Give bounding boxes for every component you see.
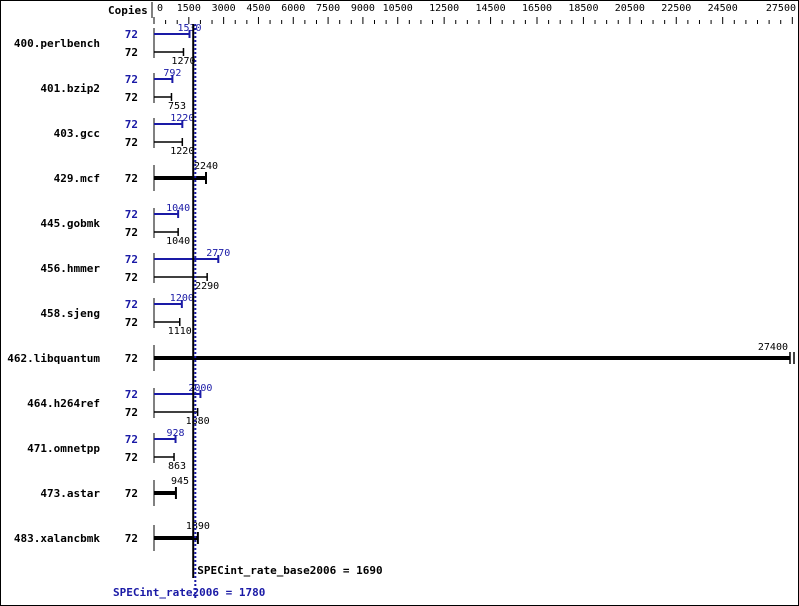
axis-header: Copies [108, 4, 148, 17]
benchmark-label: 464.h264ref [27, 397, 100, 410]
benchmark-label: 473.astar [40, 487, 100, 500]
peak-copies: 72 [125, 28, 138, 41]
base-copies: 72 [125, 172, 138, 185]
peak-value-label: 2770 [206, 248, 230, 259]
peak-value-label: 792 [163, 68, 181, 79]
benchmark-label: 456.hmmer [40, 262, 100, 275]
base-copies: 72 [125, 91, 138, 104]
base-value-label: 945 [171, 476, 189, 487]
x-tick-label: 16500 [522, 3, 552, 14]
x-tick-label: 27500 [766, 3, 796, 14]
base-value-label: 1220 [170, 146, 194, 157]
peak-copies: 72 [125, 208, 138, 221]
x-tick-label: 0 [157, 3, 163, 14]
base-copies: 72 [125, 352, 138, 365]
base-value-label: 1040 [166, 236, 190, 247]
base-copies: 72 [125, 406, 138, 419]
base-value-label: 2240 [194, 161, 218, 172]
x-tick-label: 12500 [429, 3, 459, 14]
benchmark-label: 483.xalancbmk [14, 532, 100, 545]
x-tick-label: 4500 [246, 3, 270, 14]
x-tick-label: 1500 [177, 3, 201, 14]
base-metric-label: SPECint_rate_base2006 = 1690 [197, 564, 382, 577]
base-value-label: 863 [168, 461, 186, 472]
base-copies: 72 [125, 532, 138, 545]
peak-copies: 72 [125, 388, 138, 401]
base-copies: 72 [125, 271, 138, 284]
base-copies: 72 [125, 136, 138, 149]
peak-copies: 72 [125, 118, 138, 131]
x-tick-label: 24500 [708, 3, 738, 14]
base-value-label: 27400 [758, 342, 788, 353]
base-copies: 72 [125, 316, 138, 329]
peak-copies: 72 [125, 73, 138, 86]
base-value-label: 1880 [186, 416, 210, 427]
x-tick-label: 20500 [615, 3, 645, 14]
base-copies: 72 [125, 451, 138, 464]
benchmark-label: 458.sjeng [40, 307, 100, 320]
benchmark-label: 471.omnetpp [27, 442, 100, 455]
peak-metric-label: SPECint_rate2006 = 1780 [113, 586, 265, 599]
x-tick-label: 22500 [661, 3, 691, 14]
benchmark-label: 403.gcc [54, 127, 100, 140]
x-tick-label: 14500 [476, 3, 506, 14]
peak-copies: 72 [125, 433, 138, 446]
peak-value-label: 1530 [177, 23, 201, 34]
x-tick-label: 6000 [281, 3, 305, 14]
x-tick-label: 10500 [383, 3, 413, 14]
base-value-label: 1890 [186, 521, 210, 532]
x-tick-label: 7500 [316, 3, 340, 14]
base-copies: 72 [125, 226, 138, 239]
base-value-label: 1110 [168, 326, 192, 337]
peak-copies: 72 [125, 298, 138, 311]
peak-value-label: 1040 [166, 203, 190, 214]
x-tick-label: 9000 [351, 3, 375, 14]
peak-copies: 72 [125, 253, 138, 266]
base-copies: 72 [125, 46, 138, 59]
base-value-label: 2290 [195, 281, 219, 292]
peak-value-label: 928 [167, 428, 185, 439]
base-value-label: 1270 [171, 56, 195, 67]
x-tick-label: 18500 [568, 3, 598, 14]
benchmark-label: 400.perlbench [14, 37, 100, 50]
benchmark-label: 429.mcf [54, 172, 100, 185]
benchmark-label: 401.bzip2 [40, 82, 100, 95]
benchmark-label: 445.gobmk [40, 217, 100, 230]
benchmark-label: 462.libquantum [7, 352, 100, 365]
x-tick-label: 3000 [212, 3, 236, 14]
base-copies: 72 [125, 487, 138, 500]
base-value-label: 753 [168, 101, 186, 112]
peak-value-label: 1220 [170, 113, 194, 124]
peak-value-label: 1200 [170, 293, 194, 304]
peak-value-label: 2000 [188, 383, 212, 394]
